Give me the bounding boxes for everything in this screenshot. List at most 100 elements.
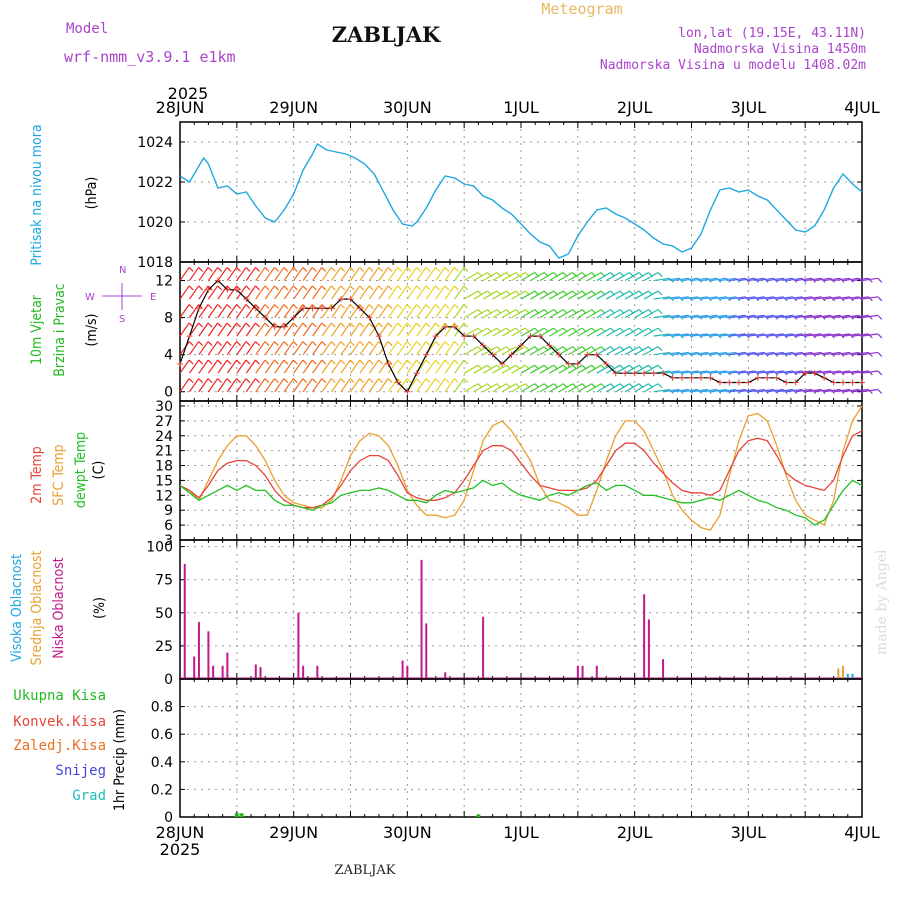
wind-barb [814, 351, 831, 356]
wind-barb [681, 277, 698, 282]
wind-speed-marker [859, 379, 865, 386]
wind-barb [549, 383, 564, 393]
wind-barb-flag [387, 322, 393, 328]
wind-barb-flag [406, 304, 412, 309]
wind-barb [511, 290, 526, 300]
wind-barb [577, 364, 592, 374]
wind-barb [255, 359, 266, 374]
wind-barb [406, 267, 418, 281]
wind-barb [425, 359, 436, 374]
wind-speed-marker [754, 374, 761, 381]
wind-barb [681, 296, 698, 300]
wind-barb [710, 314, 727, 319]
wind-barb [691, 296, 708, 300]
wind-barb [397, 285, 408, 300]
wind-barb [605, 309, 621, 319]
wind-barb [824, 314, 841, 319]
wind-barb [691, 370, 708, 374]
wind-barb [444, 341, 455, 356]
wind-barb [776, 370, 793, 374]
wind-barb-flag [453, 304, 459, 309]
wind-barb [577, 290, 592, 300]
temperature-grid [179, 401, 863, 541]
wind-barb-flag [245, 267, 251, 272]
wind-barb-flag [255, 322, 260, 328]
wind-barb [757, 314, 774, 319]
wind-barb [824, 388, 841, 393]
wind-barb [852, 314, 869, 319]
wind-barb-flag [245, 341, 251, 346]
wind-barb [624, 309, 640, 319]
wind-barb [255, 341, 266, 356]
wind-barb [767, 333, 784, 337]
wind-barb [226, 322, 238, 337]
wind-barb [236, 304, 247, 318]
wind-barb [700, 296, 717, 300]
wind-barb [501, 290, 517, 300]
wind-barb [691, 314, 708, 319]
x-tick-label: 3JUL [731, 98, 767, 117]
wind-speed-marker [300, 305, 307, 312]
wind-barb-flag [264, 378, 270, 384]
wind-barb [482, 309, 498, 319]
wind-speed-marker [177, 360, 183, 367]
wind-barb [795, 277, 812, 282]
wind-barb [454, 378, 465, 393]
wind-barb [719, 370, 736, 374]
wind-barb [710, 370, 727, 374]
wind-barb-flag [435, 267, 440, 272]
wind-barb [274, 359, 285, 374]
wind-barb [842, 296, 859, 300]
wind-speed-marker [309, 305, 316, 312]
wind-barb-flag [453, 322, 459, 328]
wind-barb [340, 267, 351, 281]
wind-barb [226, 285, 238, 300]
wind-barb-flag [292, 304, 298, 309]
wind-barb-flag [368, 304, 374, 309]
wind-barb-flag [378, 359, 384, 365]
wind-barb [406, 359, 418, 374]
wind-barb [492, 346, 507, 356]
wind-barb [444, 267, 455, 281]
wind-barb [340, 359, 351, 374]
wind-barb-flag [425, 378, 431, 384]
wind-barb [217, 267, 228, 281]
x-tick-label: 29JUN [269, 823, 318, 842]
wind-barb [719, 333, 736, 337]
wind-barb [482, 272, 498, 282]
wind-barb [643, 327, 659, 337]
wind-speed-marker [338, 296, 345, 303]
wind-barb [795, 351, 812, 356]
wind-speed-marker [783, 379, 790, 386]
wind-barb-flag [198, 322, 204, 328]
wind-barb-flag [236, 285, 241, 291]
wind-barb [207, 304, 219, 318]
precip-legend-frz: Zaledj.Kisa [13, 738, 106, 754]
wind-barb [634, 290, 649, 300]
wind-barb [748, 277, 765, 282]
station-title: ZABLJAK [332, 22, 441, 47]
wind-speed-marker [697, 374, 704, 381]
wind-barb [359, 285, 370, 300]
wind-barb [217, 359, 228, 374]
precip-legend-grad: Grad [72, 788, 106, 804]
x-tick-label: 29JUN [269, 98, 318, 117]
wind-barb [406, 304, 418, 318]
wind-barb [188, 341, 200, 356]
wind-barb [767, 314, 784, 319]
wind-barb [757, 277, 774, 282]
wind-speed-marker [518, 342, 524, 349]
wind-barb-flag [463, 267, 469, 272]
compass-n: N [119, 265, 126, 276]
wind-barb [236, 341, 247, 356]
wind-barb [359, 378, 370, 393]
wind-barb-flag [349, 359, 355, 365]
wind-speed-marker [224, 286, 231, 293]
temp-ylabel-unit: (C) [91, 461, 107, 480]
wind-barb-flag [311, 322, 317, 328]
wind-barb [198, 378, 209, 393]
wind-barb [757, 296, 774, 300]
wind-barb-flag [657, 346, 663, 352]
wind-barb [558, 290, 574, 300]
wind-ylabel-name2: Brzina i Pravac [52, 283, 68, 377]
